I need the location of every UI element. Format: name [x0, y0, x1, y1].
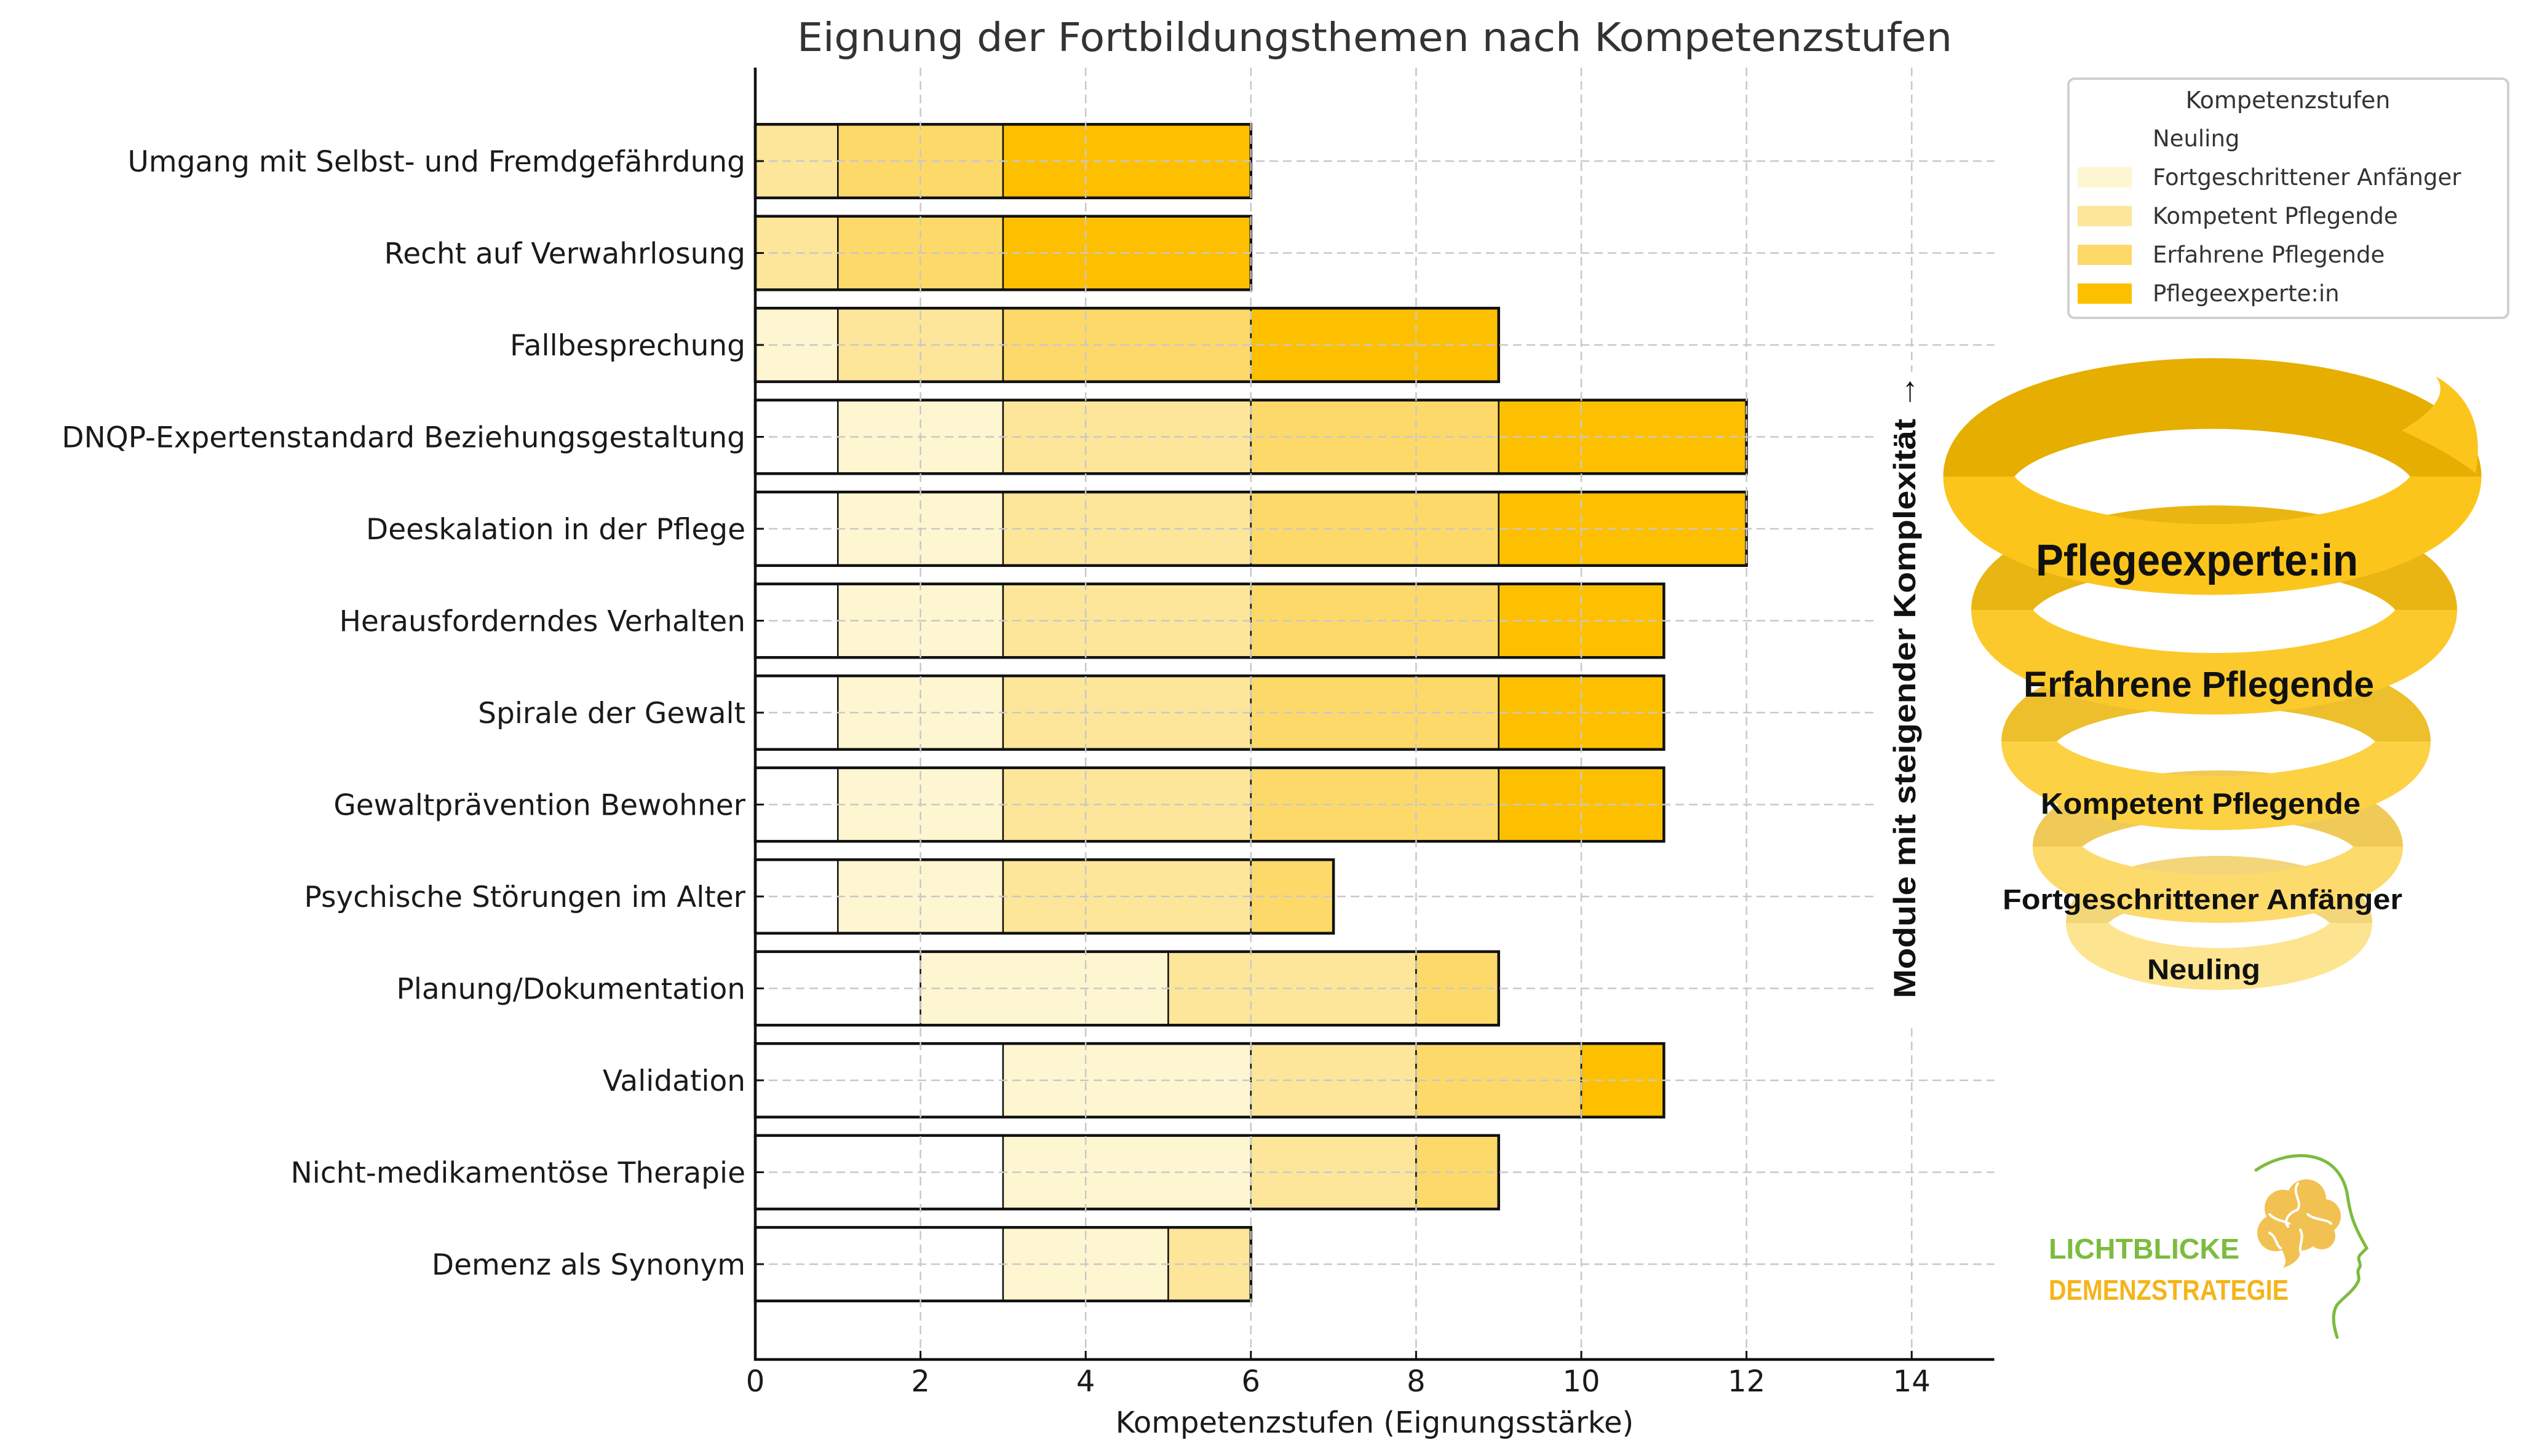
y-tick-label: Demenz als Synonym: [432, 1248, 745, 1282]
y-tick-label: Planung/Dokumentation: [397, 973, 746, 1007]
y-tick-label: Fallbesprechung: [510, 329, 745, 363]
legend-label: Kompetent Pflegende: [2153, 203, 2398, 229]
x-tick-label: 0: [746, 1364, 765, 1399]
spiral-label: Fortgeschrittener Anfänger: [2003, 884, 2402, 916]
spiral-label: Pflegeexperte:in: [2036, 536, 2358, 585]
legend-label: Neuling: [2153, 125, 2239, 152]
logo-line-1: LICHTBLICKE: [2049, 1233, 2239, 1265]
spiral-label: Neuling: [2147, 954, 2260, 986]
x-tick-label: 8: [1407, 1364, 1426, 1399]
x-tick-label: 6: [1242, 1364, 1261, 1399]
legend-swatch: [2078, 283, 2132, 304]
competence-spiral-graphic: Neuling Fortgeschrittener Anfänger Kompete…: [1877, 372, 2526, 1026]
side-label-complexity: Module mit steigender Komplexität →: [1888, 374, 1922, 999]
y-tick-label: Umgang mit Selbst- und Fremdgefährdung: [128, 145, 745, 179]
spiral-label: Kompetent Pflegende: [2041, 788, 2361, 820]
x-tick-label: 4: [1076, 1364, 1095, 1399]
legend-title: Kompetenzstufen: [2186, 87, 2391, 114]
legend-label: Pflegeexperte:in: [2153, 280, 2340, 307]
y-tick-label: DNQP-Expertenstandard Beziehungsgestaltu…: [62, 421, 745, 455]
legend-swatch: [2078, 167, 2132, 188]
y-tick-label: Herausforderndes Verhalten: [340, 605, 745, 639]
legend-swatch: [2078, 129, 2132, 149]
y-tick-label: Gewaltprävention Bewohner: [333, 789, 745, 823]
legend-swatch: [2078, 245, 2132, 265]
y-tick-label: Psychische Störungen im Alter: [304, 880, 745, 914]
legend: Kompetenzstufen Neuling Fortgeschrittener…: [2068, 79, 2508, 318]
y-tick-label: Nicht-medikamentöse Therapie: [291, 1157, 745, 1190]
logo-line-2: DEMENZSTRATEGIE: [2049, 1274, 2289, 1306]
legend-label: Fortgeschrittener Anfänger: [2153, 164, 2461, 191]
legend-swatch: [2078, 206, 2132, 226]
x-tick-label: 12: [1728, 1364, 1765, 1399]
y-tick-label: Recht auf Verwahrlosung: [384, 237, 745, 271]
legend-label: Erfahrene Pflegende: [2153, 242, 2385, 268]
x-axis-label: Kompetenzstufen (Eignungsstärke): [1116, 1406, 1634, 1440]
x-tick-label: 14: [1893, 1364, 1931, 1399]
y-tick-label: Spirale der Gewalt: [478, 697, 745, 730]
x-tick-label: 2: [911, 1364, 930, 1399]
spiral-label: Erfahrene Pflegende: [2024, 665, 2374, 705]
x-tick-label: 10: [1562, 1364, 1600, 1399]
y-tick-label: Deeskalation in der Pflege: [366, 513, 745, 547]
chart-title: Eignung der Fortbildungsthemen nach Komp…: [797, 15, 1952, 61]
y-tick-label: Validation: [603, 1064, 745, 1098]
